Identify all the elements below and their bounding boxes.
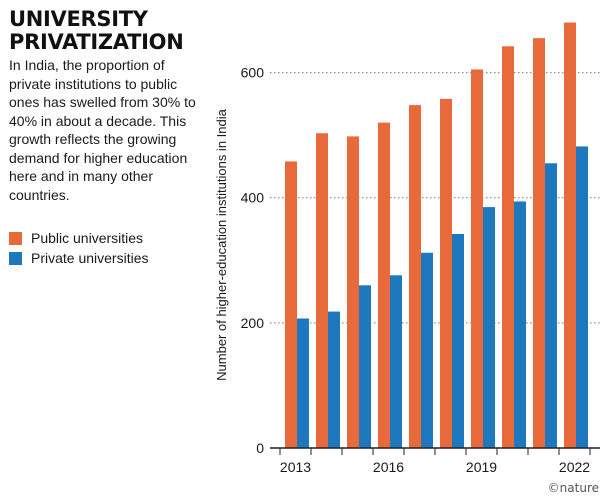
chart-description: In India, the proportion of private inst… (9, 57, 196, 203)
x-tick-label-2013: 2013 (280, 459, 311, 475)
x-tick-label-2016: 2016 (373, 459, 404, 475)
x-tick-label-2019: 2019 (466, 459, 497, 475)
bar-private-2020 (514, 201, 526, 448)
legend-label-private: Private universities (31, 250, 149, 266)
bar-private-2013 (297, 318, 309, 448)
axes: 0 200 400 600 2013 2016 2019 2022 (241, 65, 600, 475)
legend-swatch-public (9, 231, 22, 245)
title-line-2: PRIVATIZATION (9, 30, 184, 54)
nature-credit: ©nature (547, 481, 599, 495)
bars (285, 22, 588, 449)
bar-private-2018 (452, 234, 464, 448)
bar-private-2016 (390, 275, 402, 448)
bar-public-2013 (285, 161, 297, 448)
bar-public-2018 (440, 98, 452, 448)
bar-private-2015 (359, 285, 371, 448)
y-tick-label-0: 0 (256, 440, 264, 456)
legend-label-public: Public universities (31, 230, 144, 246)
legend: Public universities Private universities (9, 228, 149, 268)
y-tick-label-600: 600 (241, 65, 265, 81)
bar-public-2020 (502, 46, 514, 448)
x-tick-label-2022: 2022 (559, 459, 590, 475)
bar-private-2014 (328, 311, 340, 448)
bar-public-2017 (409, 105, 421, 448)
bar-public-2015 (347, 136, 359, 448)
bar-private-2022 (576, 146, 588, 449)
title-line-1: UNIVERSITY (9, 7, 148, 31)
grid-lines (270, 72, 600, 324)
bar-private-2017 (421, 252, 433, 448)
y-axis-label: Number of higher-education institutions … (214, 108, 229, 380)
legend-item-public: Public universities (9, 228, 149, 248)
y-tick-label-200: 200 (241, 315, 265, 331)
chart-title: UNIVERSITY PRIVATIZATION (9, 7, 184, 54)
bar-public-2022 (564, 22, 576, 449)
bar-public-2021 (533, 38, 545, 449)
legend-item-private: Private universities (9, 248, 149, 268)
bar-public-2019 (471, 69, 483, 448)
bar-private-2021 (545, 163, 557, 449)
bar-public-2014 (316, 133, 328, 448)
legend-swatch-private (9, 251, 22, 265)
y-tick-label-400: 400 (241, 190, 265, 206)
bar-public-2016 (378, 122, 390, 448)
bar-private-2019 (483, 207, 495, 448)
